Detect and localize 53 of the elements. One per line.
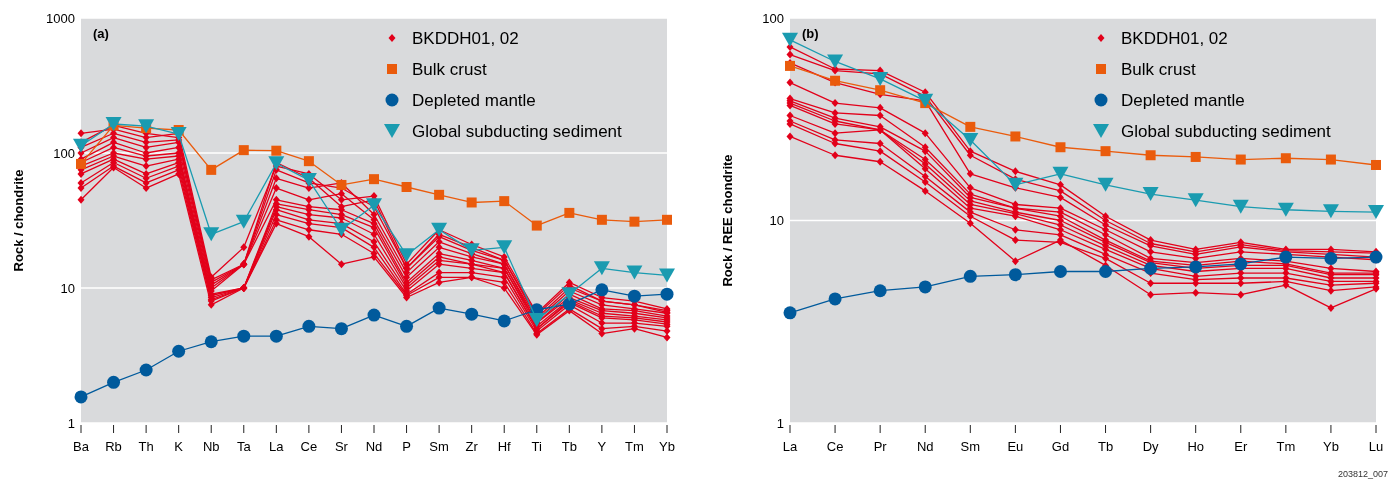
x-tick-label: P [402,439,411,454]
x-tick-label: Dy [1142,439,1160,454]
legend-label: Bulk crust [1121,59,1196,79]
x-tick-label: Nd [365,439,383,454]
y-tick-label: 100 [762,10,784,26]
text: 203812_007 [1337,469,1388,479]
x-tick-label: Ce [300,439,318,454]
legend-label: Depleted mantle [1121,90,1245,110]
x-tick-label: Zr [465,439,479,454]
y-axis-title: Rock / chondrite [11,169,26,272]
x-tick-label: Ce [826,439,844,454]
x-tick-label: Nb [202,439,220,454]
legend-label: Depleted mantle [412,90,536,110]
x-tick-label: Tm [1276,439,1296,454]
x-tick-label: Hf [497,439,512,454]
x-tick-label: Sr [334,439,349,454]
legend-label: Global subducting sediment [1121,121,1332,141]
x-tick-label: Pr [873,439,888,454]
text: (a) [93,26,109,41]
legend-label: Bulk crust [412,59,487,79]
x-tick-label: Ho [1187,439,1204,454]
y-tick-label: 100 [53,145,75,161]
x-tick-label: Yb [659,439,675,454]
x-tick-label: Yb [1322,439,1339,454]
x-tick-label: Sm [960,439,981,454]
x-tick-label: La [269,439,285,454]
x-tick-label: Ta [236,439,252,454]
legend-label: Global subducting sediment [412,121,623,141]
x-tick-label: K [174,439,184,454]
x-tick-label: Eu [1007,439,1024,454]
text: (b) [802,26,819,41]
x-tick-label: Y [597,439,607,454]
y-tick-label: 1000 [46,10,75,26]
x-tick-label: Rb [105,439,122,454]
y-axis-title: Rock / REE chondrite [720,154,735,287]
x-tick-label: Nd [916,439,934,454]
x-tick-label: Lu [1368,439,1384,454]
x-tick-label: Ba [73,439,90,454]
x-tick-label: Sm [429,439,449,454]
legend-label: BKDDH01, 02 [412,28,519,48]
y-tick-label: 10 [769,213,784,229]
y-tick-label: 1 [776,415,784,431]
x-tick-label: Tb [561,439,577,454]
x-tick-label: Er [1234,439,1248,454]
x-tick-label: Tm [625,439,644,454]
y-tick-label: 1 [67,415,75,431]
x-tick-label: La [782,439,798,454]
x-tick-label: Ti [531,439,543,454]
y-tick-label: 10 [60,280,75,296]
x-tick-label: Tb [1097,439,1114,454]
x-tick-label: Th [138,439,154,454]
legend-label: BKDDH01, 02 [1121,28,1228,48]
x-tick-label: Gd [1051,439,1070,454]
